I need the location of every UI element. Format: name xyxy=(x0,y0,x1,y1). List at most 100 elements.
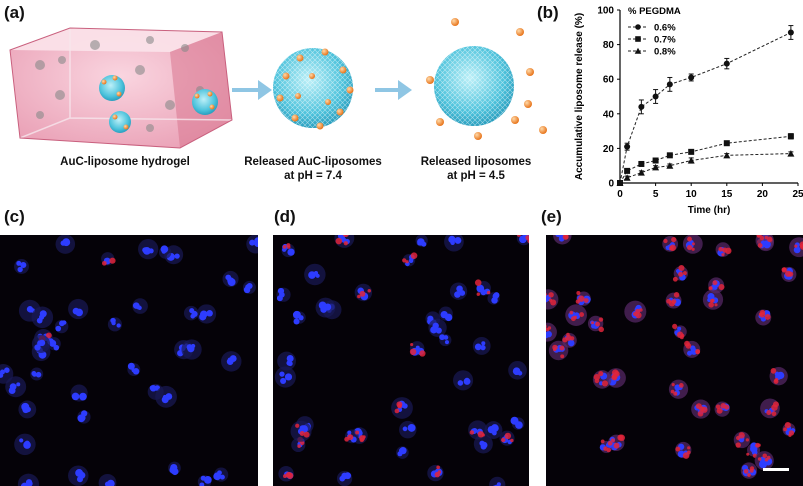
data-point-square xyxy=(666,152,673,159)
cell xyxy=(575,290,591,306)
micrograph-d xyxy=(273,235,529,486)
data-point-square xyxy=(652,157,659,164)
cell xyxy=(789,237,803,258)
cell xyxy=(5,376,27,398)
panel-label-d: (d) xyxy=(274,207,296,226)
cell xyxy=(336,470,353,486)
cell xyxy=(14,433,36,456)
y-tick-label: 80 xyxy=(603,40,615,51)
data-point-triangle xyxy=(666,162,674,169)
panel-label-a: (a) xyxy=(4,3,25,22)
cell xyxy=(415,235,428,247)
cell xyxy=(472,337,491,355)
cell xyxy=(222,270,239,287)
cell xyxy=(155,385,177,408)
cell xyxy=(499,430,515,446)
micrograph-e-image xyxy=(546,235,803,479)
cell xyxy=(428,318,447,337)
arrow-1 xyxy=(232,80,272,100)
cell xyxy=(682,235,703,254)
cell xyxy=(516,235,529,246)
cell xyxy=(489,476,506,486)
cell xyxy=(31,334,51,353)
series-line-circle xyxy=(619,32,792,184)
cell xyxy=(98,473,117,486)
cell xyxy=(158,245,172,259)
cell xyxy=(14,259,29,274)
data-point-triangle xyxy=(687,157,695,164)
data-point-square xyxy=(624,167,631,174)
legend-label: 0.8% xyxy=(654,47,676,58)
cell xyxy=(439,334,452,347)
x-tick-label: 20 xyxy=(757,189,769,200)
cell xyxy=(70,384,88,402)
micrograph-c-image xyxy=(0,235,258,486)
cell xyxy=(449,282,468,300)
cell xyxy=(546,289,559,310)
data-point-square xyxy=(787,133,794,140)
cell xyxy=(592,370,612,389)
cell xyxy=(715,242,732,257)
cell xyxy=(246,235,258,254)
data-point-square xyxy=(638,160,645,167)
x-axis-label: Time (hr) xyxy=(688,205,731,216)
caption-hydrogel: AuC-liposome hydrogel xyxy=(60,156,190,168)
arrow-2 xyxy=(375,80,412,100)
cell xyxy=(760,398,780,419)
cell xyxy=(565,304,587,327)
cell xyxy=(508,360,527,380)
cell xyxy=(290,420,312,442)
data-point-circle xyxy=(624,143,631,150)
cell xyxy=(391,397,413,419)
cell xyxy=(683,340,701,358)
cell xyxy=(668,379,689,399)
hydrogel-block xyxy=(9,27,233,149)
x-tick-label: 5 xyxy=(653,189,659,200)
cell xyxy=(546,322,557,342)
cell xyxy=(30,367,44,381)
data-point-triangle xyxy=(623,174,631,181)
cell xyxy=(55,235,76,254)
series-line-triangle xyxy=(619,153,791,184)
cell xyxy=(740,462,758,479)
cell xyxy=(691,399,711,419)
cell xyxy=(453,370,474,391)
cell xyxy=(672,323,687,340)
legend-label: 0.7% xyxy=(654,35,676,46)
caption-released-auc-line2: at pH = 7.4 xyxy=(284,170,342,182)
data-point-circle xyxy=(787,29,794,36)
cell xyxy=(672,264,689,282)
auc-liposome-sphere xyxy=(273,48,354,130)
cell xyxy=(47,337,61,351)
scale-bar xyxy=(763,468,789,471)
liposome-sphere-released xyxy=(426,18,547,140)
cell xyxy=(468,420,488,440)
cell xyxy=(396,446,409,459)
cell xyxy=(242,280,256,294)
cell xyxy=(18,400,37,419)
cell xyxy=(662,236,679,252)
cell xyxy=(304,263,326,286)
cell xyxy=(168,461,181,476)
cell xyxy=(0,364,14,384)
cell xyxy=(444,235,464,252)
legend-marker-triangle xyxy=(634,47,642,54)
x-tick-label: 15 xyxy=(721,189,733,200)
cell xyxy=(315,297,336,318)
cell xyxy=(402,252,418,267)
data-point-circle xyxy=(666,81,673,88)
cell xyxy=(599,439,614,453)
caption-released-lipo-line2: at pH = 4.5 xyxy=(447,170,505,182)
panel-label-b: (b) xyxy=(537,3,559,22)
cell xyxy=(138,238,159,260)
cell xyxy=(624,300,647,323)
cell xyxy=(714,401,730,417)
hydrogel-schematic xyxy=(9,18,547,149)
cell xyxy=(702,289,724,310)
y-axis-label: Accumulative liposome release (%) xyxy=(574,13,585,180)
cell xyxy=(474,279,491,296)
cell xyxy=(68,465,89,486)
data-point-triangle xyxy=(616,179,624,186)
cell xyxy=(754,451,774,471)
cell xyxy=(277,351,296,371)
